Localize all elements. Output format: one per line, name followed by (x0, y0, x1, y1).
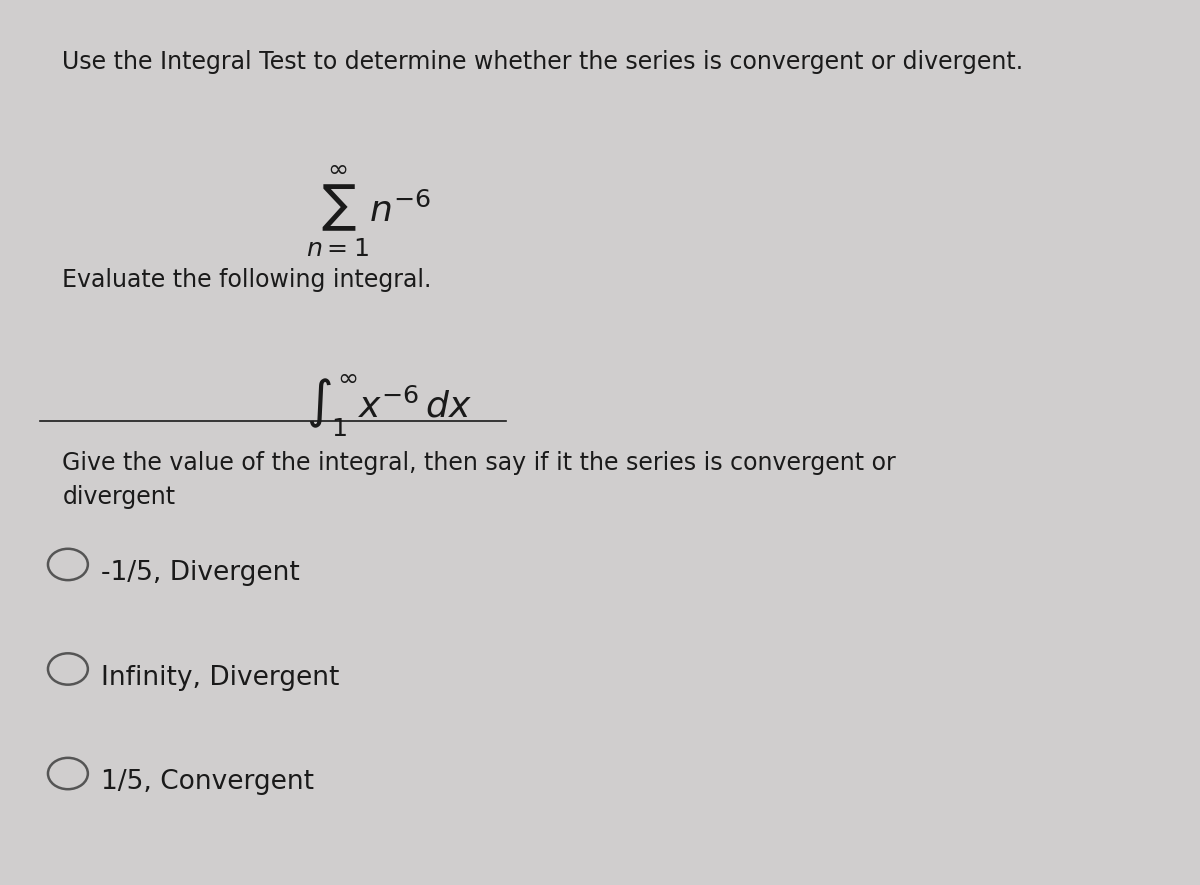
Text: Use the Integral Test to determine whether the series is convergent or divergent: Use the Integral Test to determine wheth… (62, 50, 1024, 74)
Text: Evaluate the following integral.: Evaluate the following integral. (62, 268, 432, 292)
Text: Give the value of the integral, then say if it the series is convergent or
diver: Give the value of the integral, then say… (62, 451, 896, 509)
Text: $\int_{1}^{\infty} x^{-6}\,dx$: $\int_{1}^{\infty} x^{-6}\,dx$ (306, 373, 473, 440)
Text: $\sum_{n=1}^{\infty} n^{-6}$: $\sum_{n=1}^{\infty} n^{-6}$ (306, 164, 432, 259)
Text: -1/5, Divergent: -1/5, Divergent (101, 560, 300, 586)
Text: 1/5, Convergent: 1/5, Convergent (101, 769, 314, 796)
Text: Infinity, Divergent: Infinity, Divergent (101, 665, 340, 690)
